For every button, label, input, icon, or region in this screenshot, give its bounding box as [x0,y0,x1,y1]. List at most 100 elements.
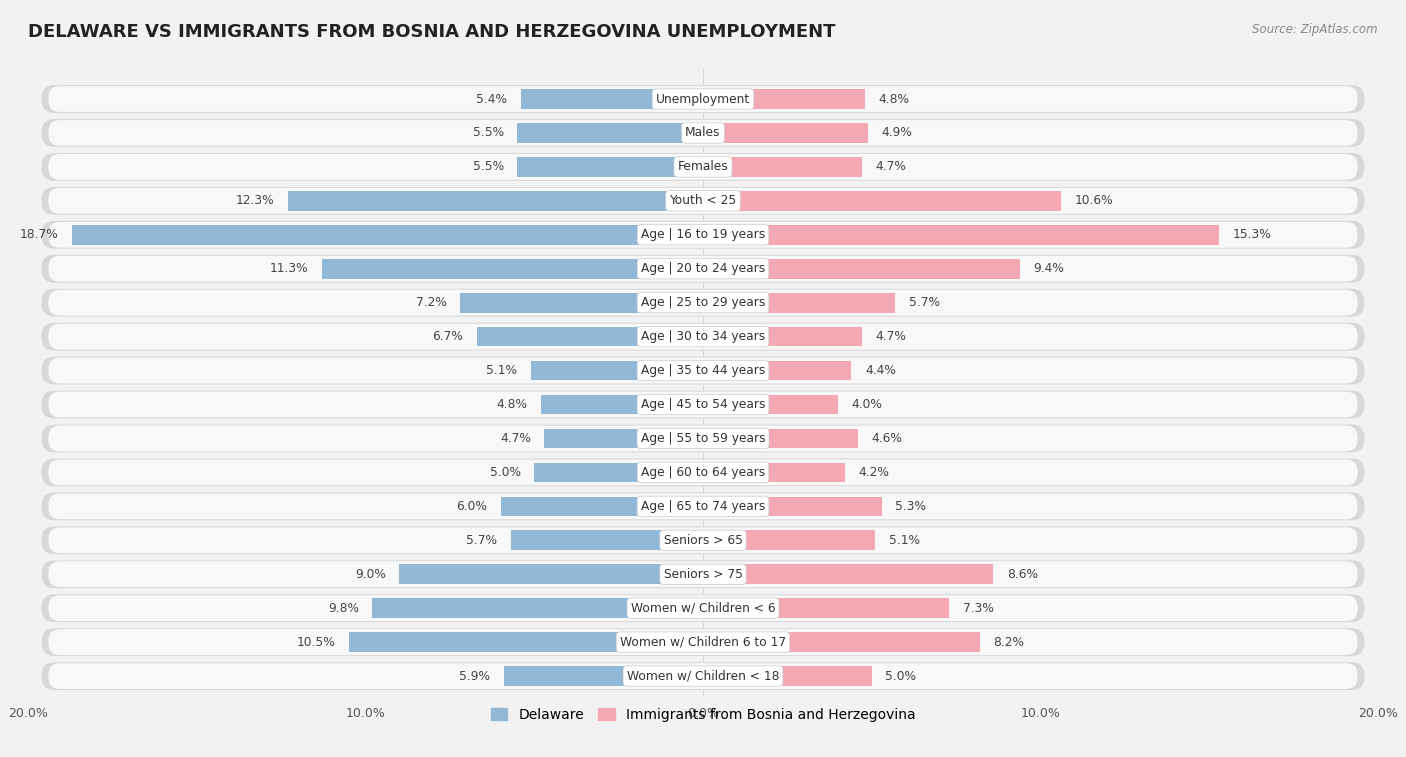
FancyBboxPatch shape [48,562,1358,587]
Text: 6.7%: 6.7% [433,330,464,343]
Text: Age | 25 to 29 years: Age | 25 to 29 years [641,296,765,309]
Bar [703,531,875,550]
Bar [399,565,703,584]
Bar [288,191,703,210]
Bar [703,666,872,686]
Text: Age | 65 to 74 years: Age | 65 to 74 years [641,500,765,512]
Text: 4.0%: 4.0% [852,398,883,411]
FancyBboxPatch shape [42,594,1364,622]
Text: Unemployment: Unemployment [655,92,751,105]
Text: 5.5%: 5.5% [472,160,503,173]
FancyBboxPatch shape [48,256,1358,282]
Bar [477,327,703,347]
Text: Women w/ Children 6 to 17: Women w/ Children 6 to 17 [620,636,786,649]
Text: 15.3%: 15.3% [1233,229,1271,241]
Text: 5.5%: 5.5% [472,126,503,139]
FancyBboxPatch shape [42,628,1364,656]
Text: 4.8%: 4.8% [496,398,527,411]
Text: 18.7%: 18.7% [20,229,59,241]
Text: Seniors > 65: Seniors > 65 [664,534,742,547]
Text: DELAWARE VS IMMIGRANTS FROM BOSNIA AND HERZEGOVINA UNEMPLOYMENT: DELAWARE VS IMMIGRANTS FROM BOSNIA AND H… [28,23,835,41]
Bar [703,565,993,584]
FancyBboxPatch shape [42,391,1364,419]
FancyBboxPatch shape [42,662,1364,690]
Text: 4.4%: 4.4% [865,364,896,377]
Bar [460,293,703,313]
Text: 5.1%: 5.1% [889,534,920,547]
Bar [510,531,703,550]
FancyBboxPatch shape [42,119,1364,147]
Bar [503,666,703,686]
Legend: Delaware, Immigrants from Bosnia and Herzegovina: Delaware, Immigrants from Bosnia and Her… [485,702,921,727]
Bar [703,225,1219,245]
FancyBboxPatch shape [48,425,1358,451]
Text: 4.9%: 4.9% [882,126,912,139]
Text: 9.8%: 9.8% [328,602,359,615]
Text: Age | 30 to 34 years: Age | 30 to 34 years [641,330,765,343]
Bar [703,361,852,381]
Text: 10.6%: 10.6% [1074,195,1112,207]
Bar [703,428,858,448]
FancyBboxPatch shape [48,663,1358,689]
Bar [501,497,703,516]
Bar [703,394,838,414]
FancyBboxPatch shape [48,222,1358,248]
Bar [703,598,949,618]
Text: Age | 55 to 59 years: Age | 55 to 59 years [641,432,765,445]
Text: Age | 35 to 44 years: Age | 35 to 44 years [641,364,765,377]
Text: 4.7%: 4.7% [501,432,531,445]
Text: 5.4%: 5.4% [477,92,508,105]
Text: 4.8%: 4.8% [879,92,910,105]
Text: Age | 60 to 64 years: Age | 60 to 64 years [641,466,765,479]
FancyBboxPatch shape [42,255,1364,282]
Bar [703,463,845,482]
Bar [349,632,703,652]
Bar [703,259,1021,279]
Text: Females: Females [678,160,728,173]
Text: Seniors > 75: Seniors > 75 [664,568,742,581]
Text: 8.6%: 8.6% [1007,568,1038,581]
Bar [703,293,896,313]
FancyBboxPatch shape [48,595,1358,621]
Text: 7.2%: 7.2% [416,296,447,309]
Text: Youth < 25: Youth < 25 [669,195,737,207]
Bar [517,123,703,143]
Bar [703,89,865,109]
FancyBboxPatch shape [42,560,1364,588]
Text: Women w/ Children < 6: Women w/ Children < 6 [631,602,775,615]
FancyBboxPatch shape [48,86,1358,112]
Text: 9.4%: 9.4% [1033,262,1064,276]
FancyBboxPatch shape [42,493,1364,520]
Text: Age | 16 to 19 years: Age | 16 to 19 years [641,229,765,241]
Text: 5.9%: 5.9% [460,670,491,683]
Bar [373,598,703,618]
FancyBboxPatch shape [42,85,1364,113]
Bar [703,157,862,176]
Text: 4.2%: 4.2% [858,466,889,479]
Text: 5.1%: 5.1% [486,364,517,377]
Text: 4.7%: 4.7% [875,330,905,343]
FancyBboxPatch shape [42,459,1364,486]
FancyBboxPatch shape [48,494,1358,519]
Text: Women w/ Children < 18: Women w/ Children < 18 [627,670,779,683]
Text: Source: ZipAtlas.com: Source: ZipAtlas.com [1253,23,1378,36]
Text: 5.0%: 5.0% [489,466,520,479]
FancyBboxPatch shape [48,290,1358,316]
Text: 5.0%: 5.0% [886,670,917,683]
Bar [703,191,1060,210]
Text: 10.5%: 10.5% [297,636,335,649]
Text: 5.7%: 5.7% [908,296,939,309]
Bar [703,632,980,652]
Text: 4.7%: 4.7% [875,160,905,173]
Text: 4.6%: 4.6% [872,432,903,445]
Text: 6.0%: 6.0% [456,500,486,512]
Bar [520,89,703,109]
FancyBboxPatch shape [42,425,1364,453]
FancyBboxPatch shape [48,629,1358,655]
Bar [531,361,703,381]
Bar [544,428,703,448]
FancyBboxPatch shape [42,288,1364,316]
FancyBboxPatch shape [48,391,1358,417]
FancyBboxPatch shape [48,459,1358,485]
Bar [703,327,862,347]
